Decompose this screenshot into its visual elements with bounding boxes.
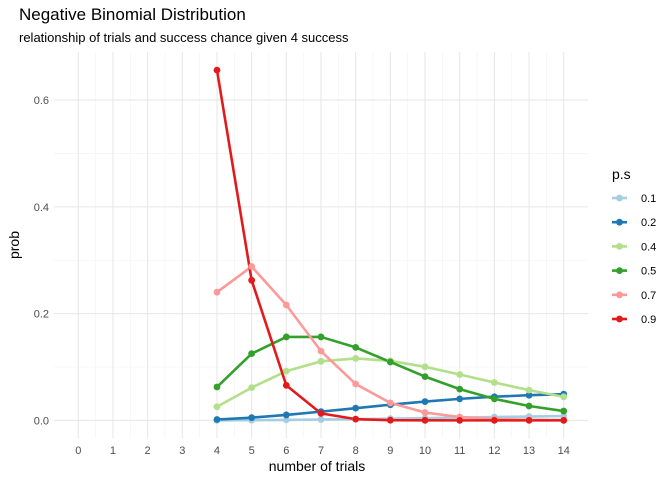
- legend-title: p.s: [612, 166, 631, 182]
- data-point-0.5: [317, 333, 325, 341]
- x-tick-label: 10: [419, 445, 431, 457]
- data-point-0.9: [421, 416, 429, 424]
- data-point-0.9: [490, 416, 498, 424]
- y-tick-label: 0.0: [34, 415, 49, 427]
- x-axis-ticks: 0 1 2 3 4 5 6 7 8 9 10 11 12 13 14: [75, 445, 570, 457]
- data-point-0.9: [352, 415, 360, 423]
- data-point-0.4: [317, 357, 325, 365]
- data-point-0.4: [352, 354, 360, 362]
- x-tick-label: 12: [488, 445, 500, 457]
- data-point-0.2: [456, 395, 464, 403]
- x-tick-label: 8: [353, 445, 359, 457]
- x-tick-label: 4: [214, 445, 220, 457]
- x-tick-label: 13: [523, 445, 535, 457]
- data-point-0.2: [525, 391, 533, 399]
- x-tick-label: 1: [110, 445, 116, 457]
- legend-label: 0.7: [641, 290, 656, 302]
- legend-label: 0.1: [641, 193, 656, 205]
- data-point-0.5: [386, 358, 394, 366]
- data-point-0.1: [317, 416, 325, 423]
- x-tick-label: 3: [179, 445, 185, 457]
- legend-key-point: [616, 315, 623, 323]
- data-point-0.4: [456, 371, 464, 378]
- data-point-0.7: [317, 347, 325, 355]
- data-point-0.2: [421, 398, 429, 405]
- data-point-0.7: [386, 399, 394, 407]
- data-point-0.9: [456, 416, 464, 424]
- x-tick-label: 2: [145, 445, 151, 457]
- data-point-0.4: [560, 393, 568, 401]
- y-tick-label: 0.2: [34, 309, 49, 321]
- data-point-0.9: [560, 416, 568, 424]
- legend-item-0.9: 0.9: [612, 314, 656, 326]
- data-point-0.7: [248, 263, 256, 270]
- x-tick-label: 6: [283, 445, 289, 457]
- data-point-0.5: [213, 383, 221, 391]
- series-points: [213, 66, 568, 424]
- data-point-0.5: [352, 343, 360, 351]
- x-tick-label: 14: [558, 445, 570, 457]
- data-point-0.9: [282, 381, 290, 389]
- data-point-0.5: [490, 395, 498, 403]
- legend-item-0.2: 0.2: [612, 217, 656, 229]
- legend-item-0.1: 0.1: [612, 193, 656, 205]
- data-point-0.9: [317, 409, 325, 417]
- data-point-0.4: [213, 403, 221, 411]
- data-point-0.2: [282, 411, 290, 419]
- x-tick-label: 11: [454, 445, 465, 457]
- x-axis-label: number of trials: [269, 458, 365, 474]
- x-tick-label: 9: [387, 445, 393, 457]
- data-point-0.9: [248, 276, 256, 284]
- x-tick-label: 0: [75, 445, 81, 457]
- y-axis-ticks: 0.0 0.2 0.4 0.6: [34, 95, 49, 427]
- data-point-0.4: [282, 367, 290, 375]
- data-point-0.1: [282, 416, 290, 424]
- data-point-0.9: [525, 416, 533, 424]
- chart-title: Negative Binomial Distribution: [19, 5, 246, 24]
- data-point-0.4: [525, 386, 533, 394]
- data-point-0.5: [525, 402, 533, 410]
- legend-key-point: [616, 291, 623, 299]
- y-tick-label: 0.6: [34, 95, 49, 107]
- x-tick-label: 7: [318, 445, 324, 457]
- legend: p.s 0.1 0.2 0.4 0.5 0.7 0.9: [612, 166, 656, 326]
- data-point-0.9: [213, 66, 221, 74]
- legend-item-0.7: 0.7: [612, 290, 656, 302]
- legend-label: 0.5: [641, 266, 656, 278]
- data-point-0.5: [421, 373, 429, 381]
- data-point-0.4: [248, 384, 256, 392]
- legend-label: 0.9: [641, 314, 656, 326]
- data-point-0.7: [421, 409, 429, 416]
- data-point-0.5: [282, 333, 290, 341]
- data-point-0.7: [282, 301, 290, 309]
- legend-label: 0.4: [641, 241, 656, 253]
- data-point-0.5: [248, 350, 256, 358]
- x-tick-label: 5: [249, 445, 255, 457]
- legend-item-0.5: 0.5: [612, 266, 656, 278]
- data-point-0.7: [352, 380, 360, 388]
- data-point-0.5: [560, 407, 568, 415]
- chart-subtitle: relationship of trials and success chanc…: [19, 30, 349, 45]
- data-point-0.4: [490, 379, 498, 386]
- y-tick-label: 0.4: [34, 202, 49, 214]
- data-point-0.2: [248, 414, 256, 422]
- grid-lines: [54, 52, 588, 438]
- legend-key-point: [616, 218, 623, 226]
- legend-key-point: [616, 243, 623, 250]
- data-point-0.5: [456, 385, 464, 393]
- legend-key-point: [616, 194, 623, 202]
- legend-key-point: [616, 267, 623, 274]
- data-point-0.2: [352, 404, 360, 412]
- y-axis-label: prob: [6, 231, 22, 259]
- legend-item-0.4: 0.4: [612, 241, 656, 253]
- data-point-0.2: [213, 416, 221, 423]
- data-point-0.9: [386, 416, 394, 424]
- legend-label: 0.2: [641, 217, 656, 229]
- data-point-0.4: [421, 363, 429, 371]
- data-point-0.7: [213, 288, 221, 296]
